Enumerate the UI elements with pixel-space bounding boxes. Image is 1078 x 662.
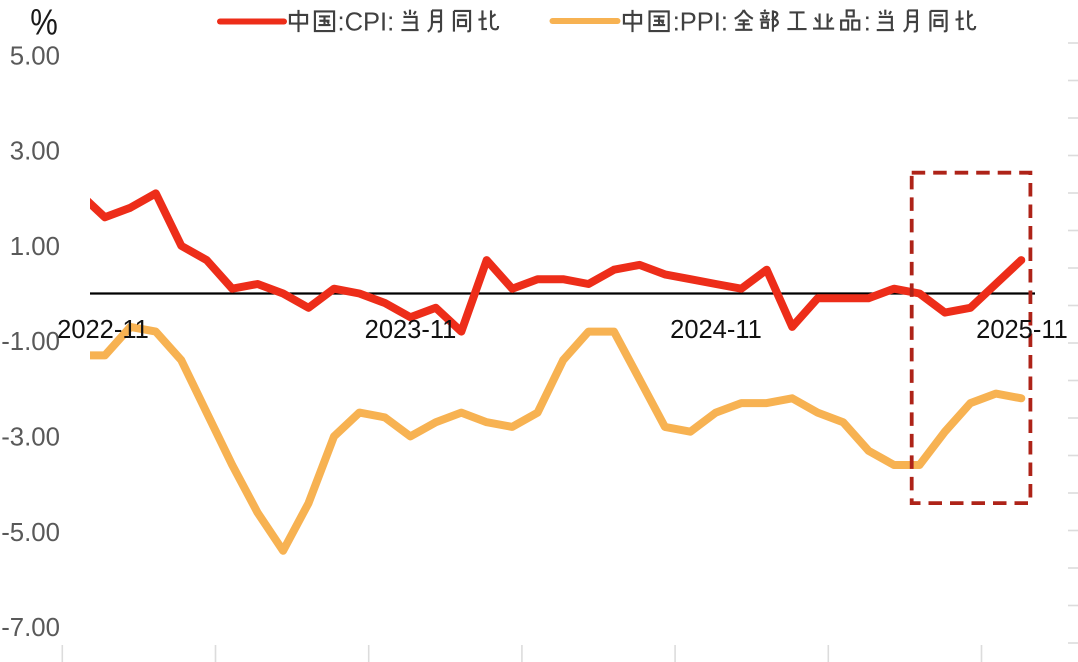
svg-text:-3.00: -3.00	[1, 424, 60, 452]
svg-text::: :	[864, 8, 871, 36]
svg-text::CPI:: :CPI:	[338, 8, 395, 36]
svg-text:1.00: 1.00	[10, 233, 60, 261]
svg-text:%: %	[30, 2, 58, 43]
svg-text:3.00: 3.00	[10, 138, 60, 166]
svg-text:2025-11: 2025-11	[976, 316, 1068, 344]
svg-text:-7.00: -7.00	[1, 614, 60, 642]
svg-text:2022-11: 2022-11	[57, 316, 149, 344]
svg-text:2023-11: 2023-11	[365, 316, 457, 344]
svg-text:5.00: 5.00	[10, 42, 60, 70]
svg-text:2024-11: 2024-11	[670, 316, 762, 344]
svg-text::PPI:: :PPI:	[673, 8, 728, 36]
svg-text:-5.00: -5.00	[1, 519, 60, 547]
svg-text:-1.00: -1.00	[1, 328, 60, 356]
